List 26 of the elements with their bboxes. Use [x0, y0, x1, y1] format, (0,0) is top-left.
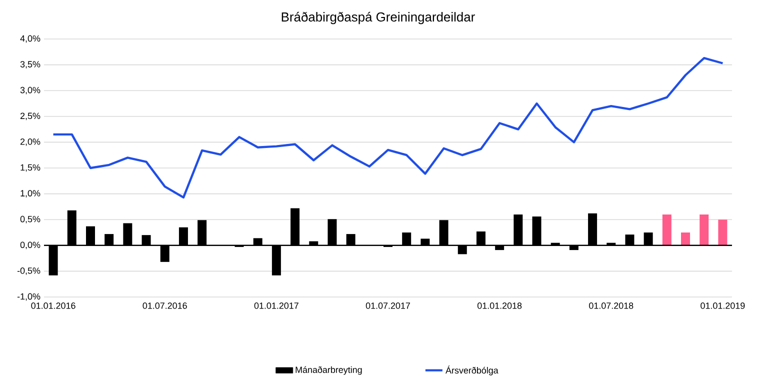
x-tick-label: 01.01.2017 [254, 302, 298, 309]
x-tick-label: 01.07.2016 [142, 302, 187, 309]
x-tick-label: 01.01.2016 [31, 302, 76, 309]
bar [700, 214, 709, 246]
y-tick-label: 3,5% [20, 61, 40, 68]
bar [681, 232, 690, 246]
y-tick-label: 1,0% [20, 190, 40, 198]
y-tick-label: -1,0% [17, 293, 40, 301]
chart-title: Bráðabirgðaspá Greiningardeildar [282, 12, 475, 24]
y-tick-label: 3,0% [20, 86, 40, 94]
line-series [52, 56, 724, 199]
y-tick-label: 1,5% [20, 164, 40, 172]
legend-label: Ársverðbólga [446, 366, 498, 376]
y-tick-label: 0,5% [20, 216, 40, 224]
x-tick-label: 01.01.2019 [700, 302, 745, 309]
bar [718, 220, 728, 246]
legend-label: Mánaðarbreyting [296, 366, 362, 375]
y-tick-label: -0,5% [17, 267, 40, 275]
x-tick-label: 01.07.2017 [366, 302, 410, 309]
bar [662, 214, 672, 246]
x-tick-label: 01.01.2018 [477, 302, 522, 309]
y-tick-label: 4,0% [20, 35, 40, 43]
x-tick-label: 01.07.2018 [589, 302, 634, 309]
y-tick-label: 0,0% [20, 242, 40, 250]
y-tick-label: 2,0% [20, 138, 40, 146]
y-tick-label: 2,5% [20, 112, 40, 120]
